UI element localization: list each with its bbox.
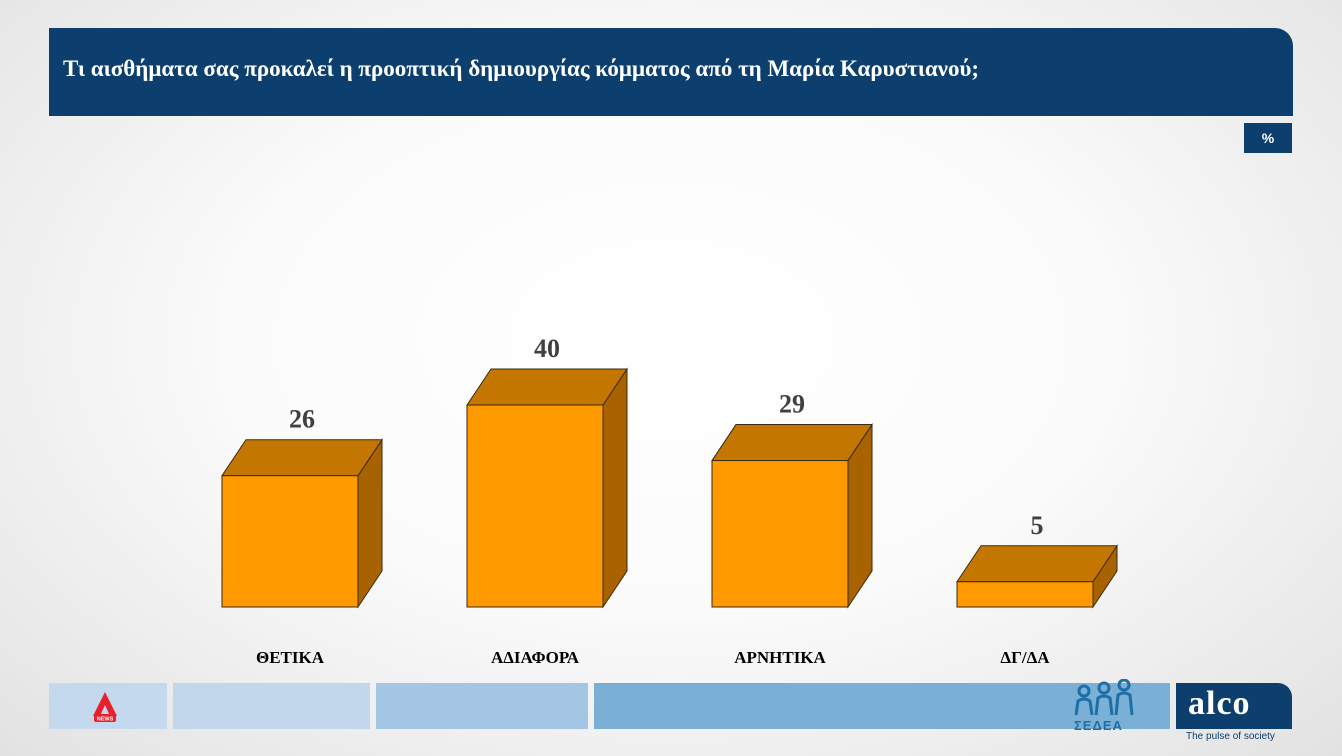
sedea-logo-icon [1074,679,1134,716]
bar-top-1 [466,368,628,406]
bar-1 [466,404,604,608]
alco-tagline: The pulse of society [1186,731,1275,742]
sedea-label: ΣΕΔΕΑ [1074,718,1123,733]
alco-logo: alco [1176,683,1292,729]
footer-segment-4 [594,683,1170,729]
bar-top-3 [956,545,1118,583]
bar-2 [711,460,849,608]
unit-badge: % [1244,123,1292,153]
alpha-news-logo: NEWS [93,692,117,723]
category-label-1: ΑΔΙΑΦΟΡΑ [491,648,580,667]
bar-top-2 [711,424,873,462]
title-bar: Τι αισθήματα σας προκαλεί η προοπτική δη… [49,28,1293,116]
data-label-2: 29 [779,390,805,419]
data-label-0: 26 [289,405,315,434]
page-title: Τι αισθήματα σας προκαλεί η προοπτική δη… [63,56,980,81]
bar-3 [956,581,1094,608]
data-label-3: 5 [1031,511,1044,540]
bar-chart: 26 ΘΕΤΙΚΑ 40 ΑΔΙΑΦΟΡΑ 29 ΑΡΝΗΤΙΚΑ 5 ΔΓ/ΔΑ [221,334,1118,667]
bar-top-0 [221,439,383,477]
category-label-2: ΑΡΝΗΤΙΚΑ [734,648,826,667]
svg-text:NEWS: NEWS [97,717,114,723]
footer-segment-3 [376,683,588,729]
data-label-1: 40 [534,334,560,363]
category-label-3: ΔΓ/ΔΑ [1000,648,1050,667]
bar-0 [221,475,359,608]
bar-side-1 [602,367,628,609]
alco-logo-text: alco [1188,685,1251,722]
footer-segment-2 [173,683,370,729]
category-label-0: ΘΕΤΙΚΑ [256,648,325,667]
